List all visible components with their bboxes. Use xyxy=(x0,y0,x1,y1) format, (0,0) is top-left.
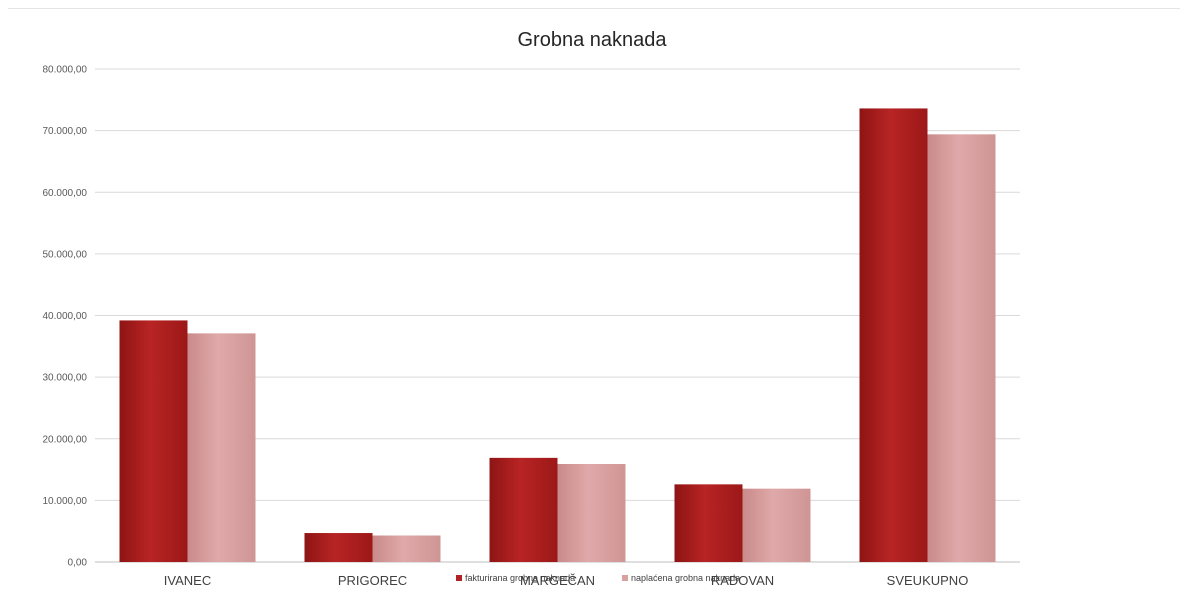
y-tick-label: 10.000,00 xyxy=(43,496,88,507)
chart-frame: Grobna naknada 0,00 10.000,00 20.000,00 30.… xyxy=(8,8,1180,593)
x-category-label: MARGEČAN xyxy=(520,573,595,588)
x-category-label: SVEUKUPNO xyxy=(887,573,969,588)
x-category-label: PRIGOREC xyxy=(338,573,407,588)
legend-label: naplaćena grobna naknada xyxy=(631,573,740,583)
bar-fakturirana-sveukupno xyxy=(859,108,928,562)
y-tick-label: 40.000,00 xyxy=(43,311,88,322)
bar-fakturirana-margečan xyxy=(489,457,558,562)
bar-naplacena-radovan xyxy=(742,488,811,562)
legend-swatch xyxy=(622,575,628,581)
bar-naplacena-sveukupno xyxy=(927,134,996,562)
bar-fakturirana-radovan xyxy=(674,484,743,562)
x-category-label: RADOVAN xyxy=(711,573,774,588)
bar-fakturirana-ivanec xyxy=(119,320,188,562)
bar-fakturirana-prigorec xyxy=(304,533,373,562)
y-tick-label: 50.000,00 xyxy=(43,249,88,260)
chart-title: Grobna naknada xyxy=(517,29,667,51)
bar-naplacena-prigorec xyxy=(372,535,441,562)
bar-naplacena-ivanec xyxy=(187,333,256,562)
bar-layer xyxy=(119,108,996,562)
y-tick-label: 30.000,00 xyxy=(43,373,88,384)
legend-label: fakturirana grobna naknada xyxy=(465,573,575,583)
y-tick-label: 0,00 xyxy=(68,558,88,569)
y-tick-label: 60.000,00 xyxy=(43,188,88,199)
legend: fakturirana grobna naknada naplaćena grob… xyxy=(456,573,740,583)
y-tick-label: 20.000,00 xyxy=(43,434,88,445)
y-tick-label: 70.000,00 xyxy=(43,126,88,137)
bar-chart: Grobna naknada 0,00 10.000,00 20.000,00 30.… xyxy=(43,29,1020,588)
x-category-label: IVANEC xyxy=(164,573,211,588)
legend-swatch xyxy=(456,575,462,581)
bar-naplacena-margečan xyxy=(557,464,626,562)
x-axis-labels: IVANEC PRIGOREC MARGEČAN RADOVAN SVEUKUPNO xyxy=(164,573,969,588)
y-tick-label: 80.000,00 xyxy=(43,65,88,76)
